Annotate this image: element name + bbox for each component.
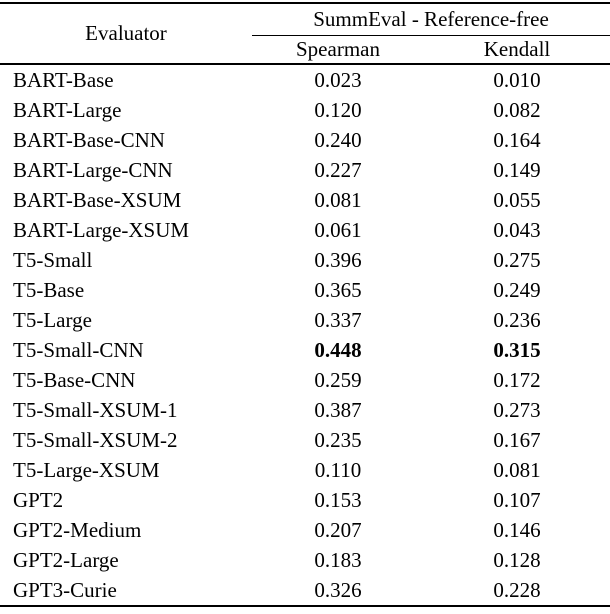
cell-evaluator: GPT2-Large xyxy=(13,547,119,572)
table-row: T5-Base-CNN 0.259 0.172 xyxy=(0,365,610,395)
table-row: BART-Base 0.023 0.010 xyxy=(0,64,610,95)
cell-kendall: 0.146 xyxy=(493,517,541,542)
cell-kendall: 0.273 xyxy=(493,397,541,422)
table-row: BART-Large 0.120 0.082 xyxy=(0,95,610,125)
cell-spearman: 0.120 xyxy=(314,97,362,122)
table-row: GPT2 0.153 0.107 xyxy=(0,485,610,515)
cell-spearman: 0.110 xyxy=(314,457,362,482)
cell-spearman: 0.387 xyxy=(314,397,362,422)
cell-evaluator: BART-Large-CNN xyxy=(13,157,173,182)
cell-evaluator: GPT2-Medium xyxy=(13,517,142,542)
table-row: BART-Base-XSUM 0.081 0.055 xyxy=(0,185,610,215)
cell-spearman: 0.235 xyxy=(314,427,362,452)
cell-spearman: 0.023 xyxy=(314,67,362,92)
table-row: T5-Base 0.365 0.249 xyxy=(0,275,610,305)
cell-spearman: 0.183 xyxy=(314,547,362,572)
cell-evaluator: T5-Large xyxy=(13,307,92,332)
cell-spearman: 0.448 xyxy=(314,337,362,362)
group-header-row: Evaluator SummEval - Reference-free xyxy=(0,3,610,65)
table-row: T5-Small 0.396 0.275 xyxy=(0,245,610,275)
spearman-column-header: Spearman xyxy=(252,35,424,65)
cell-evaluator: BART-Base-XSUM xyxy=(13,187,182,212)
cell-kendall: 0.315 xyxy=(493,337,541,362)
table-row: GPT3-Curie 0.326 0.228 xyxy=(0,575,610,606)
sub-header-row: Spearman Kendall xyxy=(0,35,610,65)
table-row: BART-Large-CNN 0.227 0.149 xyxy=(0,155,610,185)
cell-kendall: 0.172 xyxy=(493,367,541,392)
cell-kendall: 0.149 xyxy=(493,157,541,182)
cell-kendall: 0.010 xyxy=(493,67,541,92)
cell-spearman: 0.153 xyxy=(314,487,362,512)
cell-spearman: 0.337 xyxy=(314,307,362,332)
cell-evaluator: T5-Base-CNN xyxy=(13,367,136,392)
cell-evaluator: BART-Large xyxy=(13,97,122,122)
cell-spearman: 0.259 xyxy=(314,367,362,392)
table-row: T5-Small-CNN 0.448 0.315 xyxy=(0,335,610,365)
table-row: T5-Small-XSUM-2 0.235 0.167 xyxy=(0,425,610,455)
cell-kendall: 0.055 xyxy=(493,187,541,212)
cell-kendall: 0.167 xyxy=(493,427,541,452)
cell-kendall: 0.081 xyxy=(493,457,541,482)
cell-evaluator: T5-Small xyxy=(13,247,93,272)
cell-kendall: 0.082 xyxy=(493,97,541,122)
cell-evaluator: T5-Small-XSUM-2 xyxy=(13,427,178,452)
table-row: T5-Large 0.337 0.236 xyxy=(0,305,610,335)
cell-spearman: 0.227 xyxy=(314,157,362,182)
cell-evaluator: GPT3-Curie xyxy=(13,577,117,602)
group-column-header: SummEval - Reference-free xyxy=(252,3,610,36)
table-header: Evaluator SummEval - Reference-free Spea… xyxy=(0,3,610,65)
cell-kendall: 0.249 xyxy=(493,277,541,302)
cell-kendall: 0.043 xyxy=(493,217,541,242)
cell-kendall: 0.275 xyxy=(493,247,541,272)
cell-evaluator: T5-Small-CNN xyxy=(13,337,144,362)
kendall-column-header: Kendall xyxy=(424,35,610,65)
table-body: BART-Base 0.023 0.010 BART-Large 0.120 0.082 B… xyxy=(0,64,610,606)
cell-evaluator: GPT2 xyxy=(13,487,64,512)
cell-evaluator: T5-Large-XSUM xyxy=(13,457,160,482)
cell-spearman: 0.396 xyxy=(314,247,362,272)
cell-spearman: 0.326 xyxy=(314,577,362,602)
cell-evaluator: BART-Large-XSUM xyxy=(13,217,190,242)
cell-spearman: 0.240 xyxy=(314,127,362,152)
cell-kendall: 0.228 xyxy=(493,577,541,602)
table-row: GPT2-Large 0.183 0.128 xyxy=(0,545,610,575)
table-row: T5-Large-XSUM 0.110 0.081 xyxy=(0,455,610,485)
cell-kendall: 0.164 xyxy=(493,127,541,152)
cell-kendall: 0.107 xyxy=(493,487,541,512)
cell-kendall: 0.128 xyxy=(493,547,541,572)
cell-spearman: 0.207 xyxy=(314,517,362,542)
table-row: BART-Large-XSUM 0.061 0.043 xyxy=(0,215,610,245)
evaluator-column-header: Evaluator xyxy=(0,3,252,65)
cell-evaluator: T5-Small-XSUM-1 xyxy=(13,397,178,422)
cell-evaluator: T5-Base xyxy=(13,277,85,302)
cell-evaluator: BART-Base xyxy=(13,67,114,92)
cell-kendall: 0.236 xyxy=(493,307,541,332)
table-row: GPT2-Medium 0.207 0.146 xyxy=(0,515,610,545)
table-row: T5-Small-XSUM-1 0.387 0.273 xyxy=(0,395,610,425)
cell-evaluator: BART-Base-CNN xyxy=(13,127,165,152)
cell-spearman: 0.365 xyxy=(314,277,362,302)
cell-spearman: 0.081 xyxy=(314,187,362,212)
table-row: BART-Base-CNN 0.240 0.164 xyxy=(0,125,610,155)
cell-spearman: 0.061 xyxy=(314,217,362,242)
